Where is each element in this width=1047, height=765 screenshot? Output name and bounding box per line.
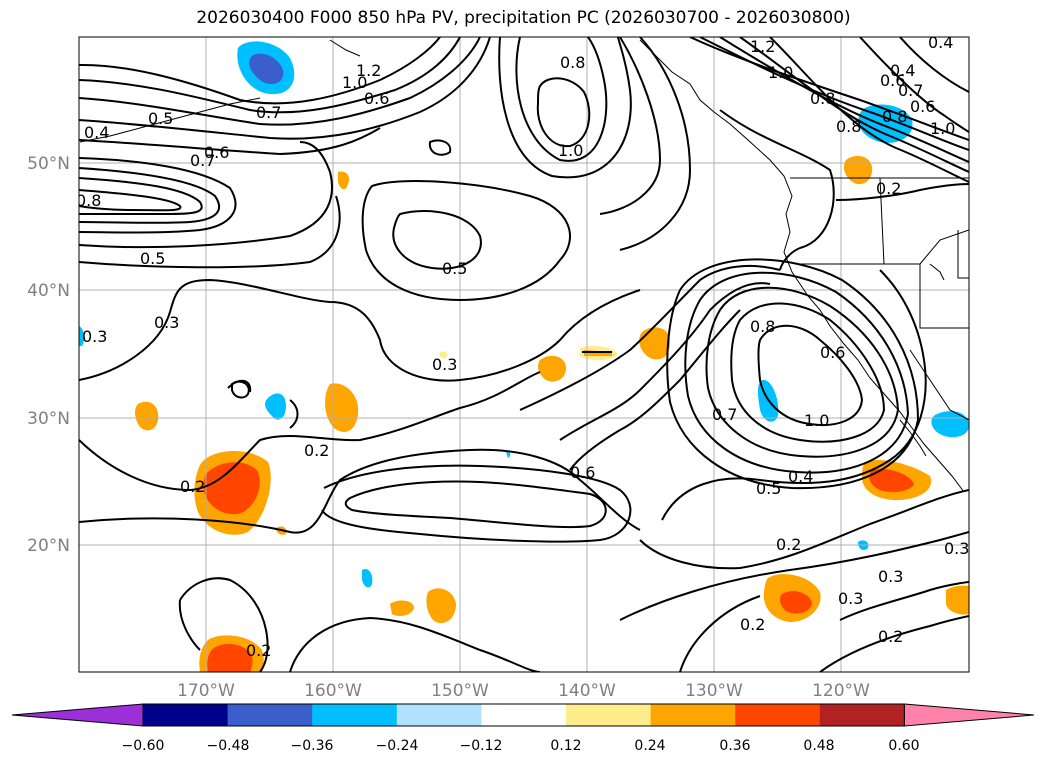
colorbar-ticks: −0.60 −0.48 −0.36 −0.24 −0.12 0.12 0.24 … <box>122 738 920 754</box>
lon-label: 130°W <box>685 681 743 701</box>
contour-label: 0.4 <box>928 33 953 52</box>
latitude-labels: 50°N 40°N 30°N 20°N <box>27 154 70 556</box>
colorbar-outline <box>142 703 905 727</box>
contour-label: 0.7 <box>256 103 281 122</box>
contour-label: 0.8 <box>882 107 907 126</box>
lat-label: 50°N <box>27 154 70 174</box>
contour-label: 0.7 <box>190 151 215 170</box>
contour-label: 1.0 <box>558 141 583 160</box>
colorbar-extend-low <box>11 703 144 727</box>
contour-label: 0.2 <box>776 535 801 554</box>
contour-labels: 1.2 0.4 0.8 1.0 0.7 0.8 1.0 0.6 0.8 0.6 … <box>76 33 969 660</box>
colorbar-segment <box>650 704 736 726</box>
contour-label: 0.4 <box>890 61 915 80</box>
contour-label: 0.3 <box>878 567 903 586</box>
contour-label: 1.2 <box>750 37 775 56</box>
contour-label: 1.0 <box>930 119 955 138</box>
colorbar-tick: −0.48 <box>207 738 250 754</box>
contour-label: 0.6 <box>204 143 229 162</box>
contour-label: 0.8 <box>810 89 835 108</box>
contour-label: 0.8 <box>560 53 585 72</box>
lon-label: 140°W <box>558 681 616 701</box>
contour-label: 0.4 <box>788 467 813 486</box>
contour-label: 0.5 <box>756 479 781 498</box>
contour-label: 0.6 <box>570 463 595 482</box>
colorbar-tick: 0.36 <box>719 738 750 754</box>
contour-label: 0.2 <box>876 179 901 198</box>
contour-label: 0.3 <box>838 589 863 608</box>
colorbar-tick: 0.48 <box>803 738 834 754</box>
lat-label: 40°N <box>27 281 70 301</box>
lon-label: 120°W <box>812 681 870 701</box>
map-frame <box>78 36 970 673</box>
colorbar-tick: 0.12 <box>550 738 581 754</box>
contour-label: 0.3 <box>944 539 969 558</box>
contour-label: 0.8 <box>836 117 861 136</box>
pv-contours <box>79 37 969 672</box>
lat-label: 30°N <box>27 409 70 429</box>
colorbar-segment <box>396 704 482 726</box>
contour-label: 0.5 <box>148 109 173 128</box>
contour-label: 0.6 <box>364 89 389 108</box>
contour-label: 0.8 <box>750 317 775 336</box>
colorbar-segment <box>143 704 229 726</box>
contour-label: 0.2 <box>180 477 205 496</box>
contour-label: 1.0 <box>342 73 367 92</box>
contour-label: 0.4 <box>84 123 109 142</box>
colorbar-extend-high <box>903 703 1035 727</box>
contour-label: 1.0 <box>804 411 829 430</box>
colorbar-segment <box>312 704 398 726</box>
colorbar-segment <box>566 704 652 726</box>
contour-label: 0.2 <box>304 441 329 460</box>
colorbar-tick: −0.60 <box>122 738 165 754</box>
colorbar-segment <box>481 704 567 726</box>
lon-label: 170°W <box>177 681 235 701</box>
colorbar-tick: −0.12 <box>460 738 503 754</box>
colorbar-tick: −0.36 <box>291 738 334 754</box>
colorbar-segment <box>819 704 905 726</box>
lon-label: 150°W <box>431 681 489 701</box>
contour-label: 0.2 <box>740 615 765 634</box>
contour-label: 0.5 <box>442 259 467 278</box>
precip-shading <box>79 41 969 672</box>
contour-label: 0.2 <box>878 627 903 646</box>
contour-label: 0.7 <box>712 405 737 424</box>
colorbar-tick: −0.24 <box>376 738 419 754</box>
contour-label: 0.2 <box>246 641 271 660</box>
colorbar-segment <box>735 704 821 726</box>
contour-label: 0.7 <box>898 81 923 100</box>
coastlines <box>79 39 969 493</box>
contour-label: 0.3 <box>154 313 179 332</box>
lat-label: 20°N <box>27 536 70 556</box>
map-plot-area: 1.2 0.4 0.8 1.0 0.7 0.8 1.0 0.6 0.8 0.6 … <box>76 33 969 672</box>
colorbar-tick: 0.24 <box>634 738 665 754</box>
contour-label: 0.6 <box>820 343 845 362</box>
contour-label: 0.3 <box>432 355 457 374</box>
contour-label: 0.8 <box>76 191 101 210</box>
lon-label: 160°W <box>304 681 362 701</box>
map-title: 2026030400 F000 850 hPa PV, precipitatio… <box>196 8 851 28</box>
contour-label: 0.6 <box>910 97 935 116</box>
contour-label: 0.6 <box>880 71 905 90</box>
colorbar-segments <box>11 703 1035 727</box>
longitude-labels: 170°W 160°W 150°W 140°W 130°W 120°W <box>177 681 870 701</box>
colorbar-tick: 0.60 <box>888 738 919 754</box>
contour-label: 1.0 <box>768 63 793 82</box>
contour-label: 1.2 <box>356 61 381 80</box>
contour-label: 0.5 <box>140 249 165 268</box>
colorbar-segment <box>227 704 313 726</box>
colorbar: −0.60 −0.48 −0.36 −0.24 −0.12 0.12 0.24 … <box>11 703 1035 754</box>
contour-label: 0.3 <box>82 327 107 346</box>
